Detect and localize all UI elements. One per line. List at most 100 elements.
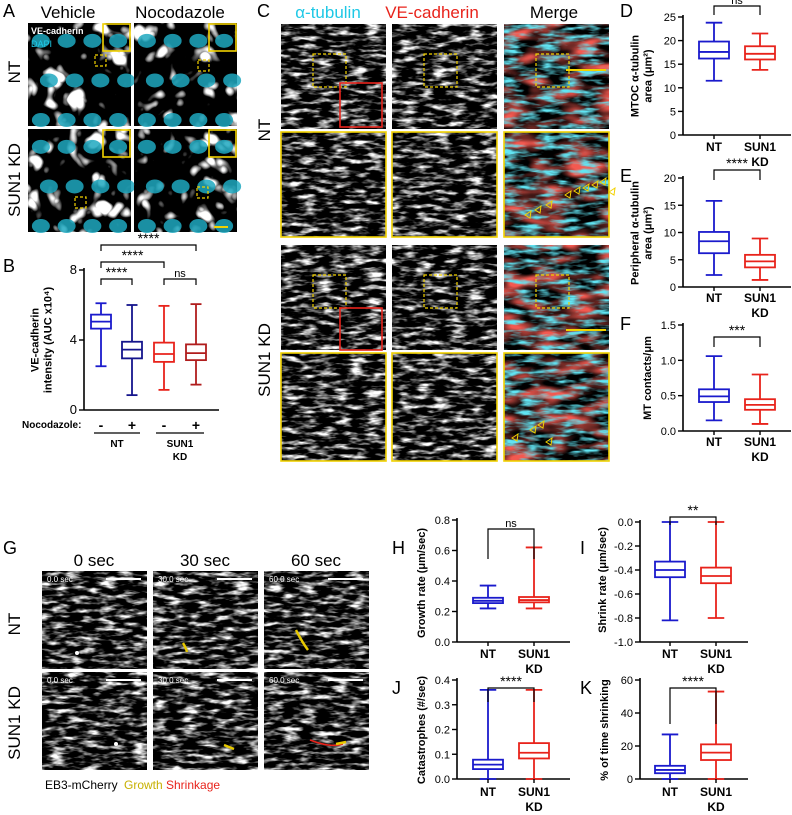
- x-category-label: NT: [706, 140, 723, 154]
- col-label-nocodazole: Nocodazole: [135, 3, 225, 22]
- col-label-vehicle: Vehicle: [41, 3, 96, 22]
- nucleus: [145, 73, 164, 88]
- row-label-sun1kd-G: SUN1 KD: [5, 686, 24, 760]
- y-tick-label: 0.0: [618, 517, 633, 529]
- nucleus: [91, 73, 110, 88]
- x-category-label: NT: [480, 647, 497, 661]
- micrograph-C-2-2: [504, 245, 609, 350]
- texture: [281, 132, 386, 237]
- nucleus: [31, 139, 50, 154]
- y-axis-label: Shrink rate (μm/sec): [597, 527, 609, 633]
- x-category-label: KD: [751, 450, 769, 464]
- box-1: [744, 32, 776, 71]
- significance-label: ****: [500, 673, 522, 689]
- box-0: [654, 521, 686, 622]
- cyan-channel: [504, 245, 609, 350]
- y-tick-label: 0.4: [435, 576, 450, 588]
- nucleus: [163, 33, 182, 48]
- texture: [392, 245, 497, 350]
- y-tick-label: -0.8: [614, 613, 633, 625]
- nucleus: [39, 179, 58, 194]
- roi-C: [535, 53, 570, 88]
- chart-B: 0 4 8: [70, 262, 219, 417]
- row-label-sun1kd: SUN1 KD: [5, 143, 24, 217]
- texture: [264, 571, 369, 669]
- roi-A: [196, 186, 209, 199]
- texture: [392, 353, 497, 461]
- growth-track: [223, 743, 235, 751]
- roi-C: [312, 53, 347, 88]
- nucleus: [223, 73, 242, 88]
- significance-label: ****: [682, 673, 704, 689]
- timestamp: 0.0 sec: [47, 575, 73, 584]
- y-tick-label: 15: [664, 200, 676, 212]
- significance-bracket: [100, 244, 197, 251]
- nucleus: [83, 33, 102, 48]
- box: [698, 231, 730, 255]
- y-tick-label: 0.0: [435, 637, 450, 649]
- panel-letter-B: B: [3, 256, 15, 276]
- col-label-merge: Merge: [530, 3, 578, 22]
- zoom-frame: [503, 352, 610, 462]
- y-tick-label: -0.2: [614, 541, 633, 553]
- y-tick-label: 8: [70, 262, 77, 277]
- col-label-tubulin: α-tubulin: [295, 3, 361, 22]
- col-label-time: 0 sec: [74, 551, 115, 570]
- inset-frame-A: [102, 129, 131, 158]
- roi-C: [423, 274, 458, 309]
- micrograph-C-2-1: [392, 245, 497, 350]
- y-tick-label: 0.3: [435, 700, 450, 712]
- nucleus: [197, 73, 216, 88]
- texture: [42, 571, 147, 669]
- nucleus: [31, 219, 50, 234]
- box-1: [121, 304, 143, 397]
- nucleus: [189, 113, 208, 128]
- box: [518, 742, 550, 760]
- arrowhead-marker: [564, 189, 572, 199]
- x-category-label: KD: [751, 155, 769, 169]
- nucleus: [145, 179, 164, 194]
- zoom-frame: [280, 352, 387, 462]
- micrograph-C-0-2: [504, 24, 609, 129]
- y-tick-label: 0.8: [435, 515, 450, 527]
- treatment-sign: -: [99, 417, 104, 433]
- nucleus: [109, 113, 128, 128]
- micrograph-G-0-1: [153, 571, 258, 669]
- y-tick-label: 0.2: [435, 725, 450, 737]
- chart-J: 0.0 0.1 0.2 0.3 0.4: [435, 675, 570, 786]
- nucleus: [137, 219, 156, 234]
- growth-track: [294, 629, 310, 651]
- y-axis-label: MTOC α-tubulin: [630, 35, 642, 118]
- significance-label: ****: [106, 264, 128, 280]
- eb3-comet: [114, 742, 118, 746]
- roi-C: [423, 53, 458, 88]
- box: [153, 341, 175, 363]
- chart-I: 0.0 -0.2 -0.4 -0.6 -0.8 -1.0: [614, 517, 748, 649]
- significance-bracket: [487, 528, 535, 559]
- y-axis-label: Growth rate (μm/sec): [416, 528, 428, 638]
- y-axis-label: intensity (AUC x10⁴): [43, 287, 55, 394]
- y-tick-label: 20: [621, 741, 633, 753]
- legend-eb3: EB3-mCherry: [45, 778, 118, 792]
- col-label-vecadherin: VE-cadherin: [385, 3, 479, 22]
- texture: [392, 132, 497, 237]
- cyan-channel: [504, 353, 609, 461]
- nucleus: [31, 113, 50, 128]
- significance-bracket: [669, 516, 717, 525]
- x-category-label: NT: [662, 647, 679, 661]
- y-tick-label: 1.0: [661, 355, 676, 367]
- nucleus: [57, 33, 76, 48]
- significance-bracket: [713, 169, 761, 180]
- chart-K: 0 20 40 60: [621, 675, 748, 786]
- y-tick-label: 1.5: [661, 320, 676, 332]
- nucleus: [215, 33, 234, 48]
- y-tick-label: 10: [664, 83, 676, 95]
- texture: [281, 245, 386, 350]
- texture: [42, 672, 147, 770]
- box-0: [472, 584, 504, 610]
- chart-E: 0 5 10 15 20: [664, 173, 791, 294]
- y-tick-label: 0.1: [435, 749, 450, 761]
- x-category-label: SUN1: [744, 435, 776, 449]
- nucleus: [171, 179, 190, 194]
